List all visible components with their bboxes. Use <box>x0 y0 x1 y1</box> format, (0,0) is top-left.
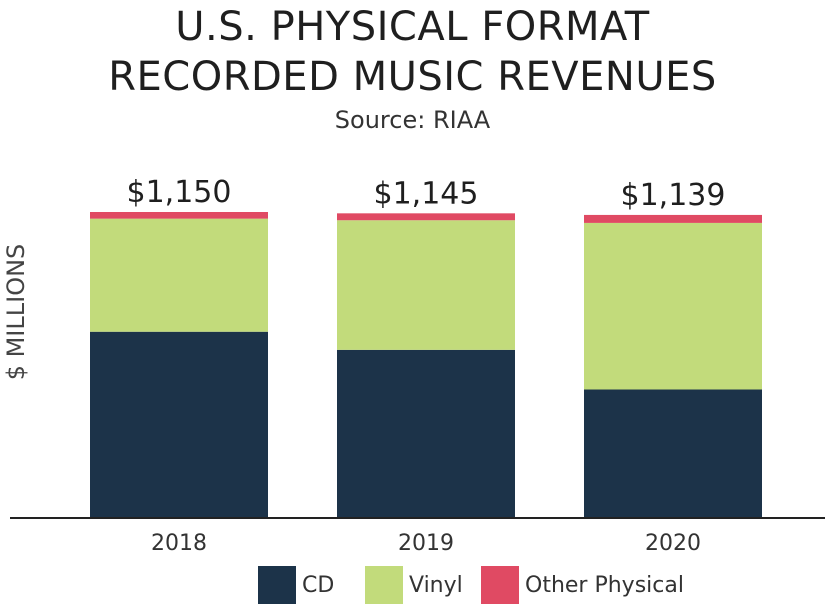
legend-label: Other Physical <box>525 572 684 598</box>
chart-title-line-2: RECORDED MUSIC REVENUES <box>108 54 717 100</box>
legend: CD Vinyl Other Physical <box>0 566 825 604</box>
chart-title-line-1: U.S. PHYSICAL FORMAT <box>175 4 650 50</box>
x-tick-label-2018: 2018 <box>151 531 207 556</box>
total-label-2020: $1,139 <box>621 178 726 213</box>
total-label-2019: $1,145 <box>374 176 479 211</box>
stacked-bar-chart: $1,150 2018 $1,145 2019 $1,139 2020 $ MILLION… <box>2 175 825 556</box>
legend-label: CD <box>302 572 335 598</box>
bar-cd-2018 <box>90 331 268 518</box>
bar-other-physical-2020 <box>584 214 762 223</box>
legend-item-other-physical: Other Physical <box>481 566 684 604</box>
chart-subtitle: Source: RIAA <box>334 106 491 134</box>
legend-label: Vinyl <box>409 572 463 598</box>
y-axis-label: $ MILLIONS <box>2 244 30 381</box>
bar-other-physical-2019 <box>337 213 515 221</box>
legend-swatch <box>258 566 296 604</box>
bar-other-physical-2018 <box>90 212 268 219</box>
bar-vinyl-2020 <box>584 222 762 390</box>
bar-cd-2020 <box>584 389 762 518</box>
bar-vinyl-2019 <box>337 220 515 350</box>
bar-vinyl-2018 <box>90 218 268 332</box>
bar-cd-2019 <box>337 349 515 518</box>
legend-item-vinyl: Vinyl <box>365 566 463 604</box>
total-label-2018: $1,150 <box>127 175 232 210</box>
legend-swatch <box>481 566 519 604</box>
x-tick-label-2019: 2019 <box>398 531 454 556</box>
x-tick-label-2020: 2020 <box>645 531 701 556</box>
legend-item-cd: CD <box>258 566 334 604</box>
legend-swatch <box>365 566 403 604</box>
bars-group <box>90 212 762 518</box>
labels-group: $1,150 2018 $1,145 2019 $1,139 2020 <box>127 175 726 556</box>
